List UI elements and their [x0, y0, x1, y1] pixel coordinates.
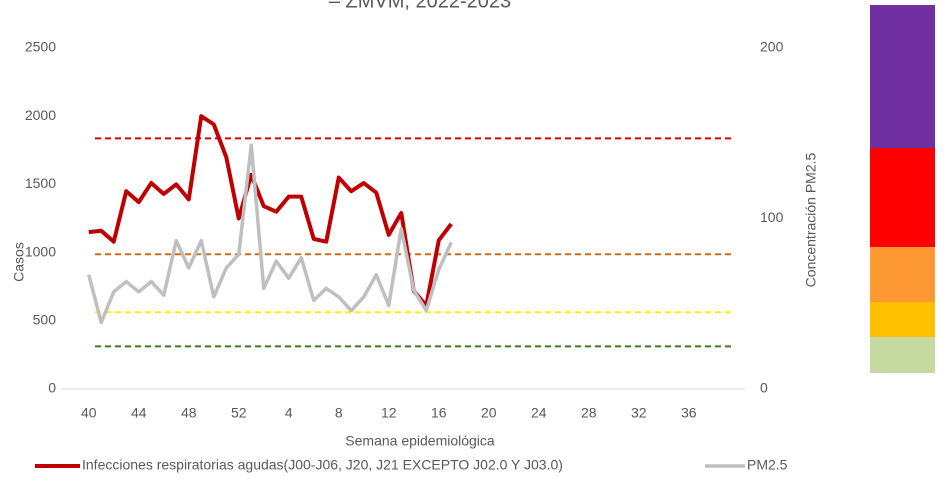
- x-tick-label: 52: [231, 405, 247, 421]
- x-tick-label: 36: [681, 405, 697, 421]
- x-tick-label: 20: [481, 405, 497, 421]
- x-tick-label: 32: [631, 405, 647, 421]
- x-axis-label: Semana epidemiológica: [345, 433, 495, 449]
- y-tick-label: 2000: [25, 107, 56, 123]
- legend-label: Infecciones respiratorias agudas(J00-J06…: [82, 457, 563, 473]
- scale-red: [870, 148, 935, 247]
- x-tick-label: 12: [381, 405, 397, 421]
- chart-title: – ZMVM, 2022-2023: [329, 0, 511, 12]
- x-tick-label: 40: [81, 405, 97, 421]
- color-scale: [870, 5, 935, 373]
- y-tick-label: 500: [33, 312, 57, 328]
- x-tick-label: 4: [285, 405, 293, 421]
- series-line: [88, 114, 453, 308]
- x-tick-label: 24: [531, 405, 547, 421]
- y-tick-label: 2500: [25, 39, 56, 55]
- y-tick-label: 0: [48, 380, 56, 396]
- y-axis-label: Casos: [11, 242, 27, 282]
- x-tick-label: 48: [181, 405, 197, 421]
- scale-purple: [870, 5, 935, 148]
- y2-tick-label: 200: [760, 39, 784, 55]
- series-line: [87, 143, 453, 325]
- y-tick-label: 1500: [25, 175, 56, 191]
- x-tick-label: 8: [335, 405, 343, 421]
- legend-label: PM2.5: [747, 457, 788, 473]
- y-tick-label: 1000: [25, 243, 56, 259]
- x-tick-label: 28: [581, 405, 597, 421]
- y2-axis-label: Concentración PM2.5: [803, 152, 819, 287]
- x-tick-label: 16: [431, 405, 447, 421]
- scale-green: [870, 337, 935, 373]
- scale-yellow: [870, 302, 935, 337]
- scale-orange: [870, 247, 935, 302]
- x-tick-label: 44: [131, 405, 147, 421]
- y2-tick-label: 100: [760, 209, 784, 225]
- y2-tick-label: 0: [760, 380, 768, 396]
